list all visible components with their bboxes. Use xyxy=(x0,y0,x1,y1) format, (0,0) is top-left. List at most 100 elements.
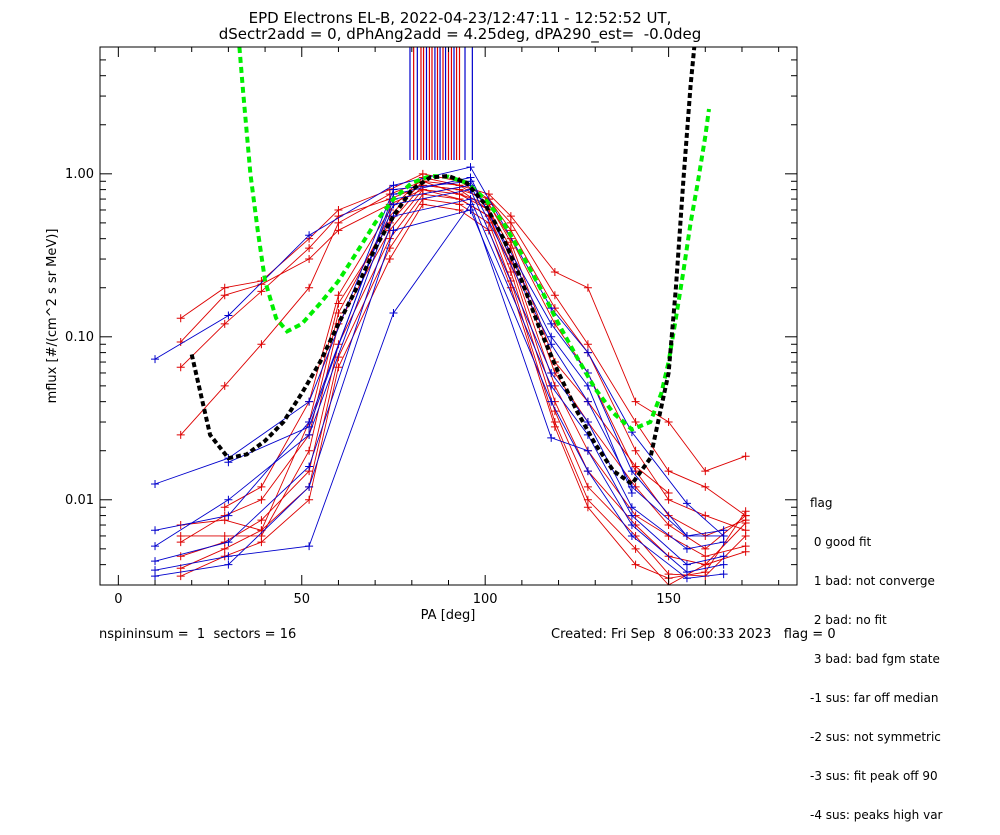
x-tick-label: 50 xyxy=(293,592,310,607)
data-point xyxy=(627,467,636,476)
data-point xyxy=(719,538,728,547)
y-tick-label: 0.10 xyxy=(65,330,94,345)
data-point xyxy=(305,495,314,504)
data-point xyxy=(664,467,673,476)
data-point xyxy=(466,205,475,214)
data-point xyxy=(224,560,233,569)
data-point xyxy=(257,340,266,349)
data-point xyxy=(583,482,592,491)
data-point xyxy=(176,572,185,581)
axes: 0 50 100 150 0.01 0.10 1.00 xyxy=(65,46,797,607)
data-point xyxy=(701,560,710,569)
y-tick-label: 1.00 xyxy=(65,167,94,182)
data-point xyxy=(176,538,185,547)
data-series xyxy=(151,163,750,585)
data-point xyxy=(224,495,233,504)
data-point xyxy=(224,538,233,547)
data-point xyxy=(151,479,160,488)
data-point xyxy=(547,433,556,442)
series-line xyxy=(180,184,746,557)
legend-heading: flag xyxy=(810,496,833,510)
data-point xyxy=(701,467,710,476)
data-point xyxy=(664,495,673,504)
data-point xyxy=(682,544,691,553)
data-point xyxy=(257,495,266,504)
series xyxy=(151,195,728,569)
data-point xyxy=(664,511,673,520)
data-point xyxy=(631,462,640,471)
x-axis-label: PA [deg] xyxy=(421,608,476,623)
data-point xyxy=(631,446,640,455)
data-point xyxy=(176,314,185,323)
series-line xyxy=(154,166,724,537)
legend-item: 0 good fit xyxy=(810,535,872,549)
data-point xyxy=(583,340,592,349)
data-point xyxy=(583,503,592,512)
series-line xyxy=(154,209,724,579)
data-point xyxy=(305,397,314,406)
data-point xyxy=(741,452,750,461)
data-point xyxy=(719,526,728,535)
data-point xyxy=(176,363,185,372)
series-line xyxy=(154,198,724,566)
data-point xyxy=(741,547,750,556)
data-point xyxy=(627,489,636,498)
footer-right: Created: Fri Sep 8 06:00:33 2023 flag = … xyxy=(551,627,836,642)
data-point xyxy=(701,568,710,577)
data-point xyxy=(701,544,710,553)
data-point xyxy=(176,552,185,561)
data-point xyxy=(305,482,314,491)
data-point xyxy=(701,552,710,561)
data-point xyxy=(484,218,493,227)
series-line xyxy=(180,189,746,537)
data-point xyxy=(418,200,427,209)
data-point xyxy=(627,511,636,520)
series-line xyxy=(154,203,724,573)
data-point xyxy=(631,397,640,406)
data-point xyxy=(220,381,229,390)
data-point xyxy=(257,538,266,547)
data-point xyxy=(682,560,691,569)
legend-item: -1 sus: far off median xyxy=(810,691,939,705)
x-tick-label: 150 xyxy=(656,592,681,607)
data-point xyxy=(583,418,592,427)
data-point xyxy=(627,521,636,530)
data-point xyxy=(583,467,592,476)
green-fit-curve xyxy=(237,47,711,432)
series xyxy=(151,185,728,553)
series xyxy=(176,181,750,535)
series-line xyxy=(154,180,724,537)
data-point xyxy=(220,319,229,328)
series xyxy=(151,163,728,540)
data-point xyxy=(385,255,394,264)
data-point xyxy=(257,482,266,491)
legend-item: 2 bad: no fit xyxy=(810,613,887,627)
data-point xyxy=(151,542,160,551)
data-point xyxy=(224,311,233,320)
data-point xyxy=(550,422,559,431)
data-point xyxy=(550,267,559,276)
data-point xyxy=(389,226,398,235)
series-line xyxy=(180,203,746,579)
chart-svg: 0 50 100 150 0.01 0.10 1.00 PA [deg] mflux [#/… xyxy=(45,46,798,623)
footer-left: nspininsum = 1 sectors = 16 xyxy=(99,627,297,642)
series xyxy=(151,181,728,540)
data-point xyxy=(682,531,691,540)
data-point xyxy=(305,430,314,439)
data-point xyxy=(305,244,314,253)
data-point xyxy=(682,499,691,508)
data-point xyxy=(583,348,592,357)
x-tick-label: 0 xyxy=(114,592,122,607)
data-point xyxy=(506,218,515,227)
series-line xyxy=(154,184,724,537)
flag-legend: flag 0 good fit 1 bad: not converge 2 ba… xyxy=(810,471,942,835)
series xyxy=(176,177,750,476)
data-point xyxy=(547,319,556,328)
data-point xyxy=(257,516,266,525)
series xyxy=(151,205,728,583)
legend-item: -3 sus: fit peak off 90 xyxy=(810,769,938,783)
data-point xyxy=(741,531,750,540)
legend-item: 1 bad: not converge xyxy=(810,574,935,588)
series-line xyxy=(224,177,669,508)
data-point xyxy=(305,446,314,455)
